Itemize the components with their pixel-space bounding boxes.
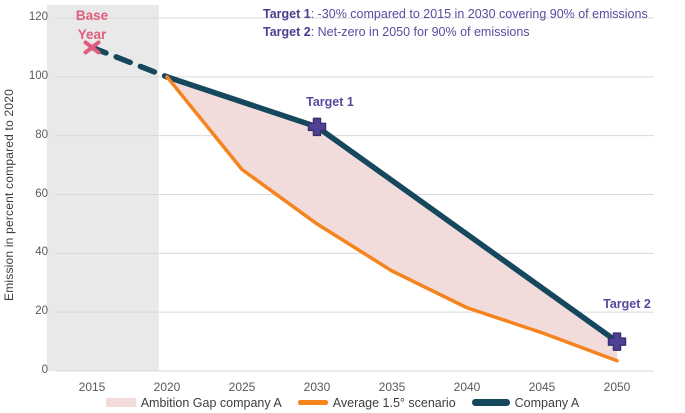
legend-item-ambition-gap-company-a: Ambition Gap company A	[105, 395, 282, 410]
target2-annotation: Target 2: Net-zero in 2050 for 90% of em…	[263, 24, 683, 42]
target1-annotation-bold: Target 1	[263, 7, 311, 21]
y-tick-80: 80	[35, 128, 48, 141]
legend-label: Ambition Gap company A	[140, 395, 282, 410]
series-line-0-dashed	[89, 44, 170, 80]
base-year-band	[47, 5, 159, 371]
x-tick-2050: 2050	[603, 380, 631, 394]
x-tick-2015: 2015	[78, 380, 106, 394]
x-tick-2040: 2040	[453, 380, 481, 394]
legend-line-swatch	[471, 399, 510, 406]
x-tick-2030: 2030	[303, 380, 331, 394]
target-2-plus-marker	[607, 332, 627, 351]
target1-label: Target 1	[306, 95, 354, 109]
legend-item-company-a: Company A	[471, 395, 580, 410]
legend-line-swatch	[297, 400, 328, 405]
target2-label: Target 2	[603, 297, 651, 311]
y-tick-100: 100	[28, 69, 48, 82]
x-tick-2035: 2035	[378, 380, 406, 394]
target1-annotation: Target 1: -30% compared to 2015 in 2030 …	[263, 6, 683, 24]
legend-area-swatch	[105, 398, 136, 407]
legend-label: Company A	[514, 395, 580, 410]
y-tick-60: 60	[35, 187, 48, 200]
legend-item-average-1-5-scenario: Average 1.5° scenario	[297, 395, 456, 410]
x-tick-2025: 2025	[228, 380, 256, 394]
x-tick-2020: 2020	[153, 380, 181, 394]
base-year-x-marker	[83, 40, 101, 55]
legend: Ambition Gap company A Average 1.5° scena…	[0, 394, 685, 411]
y-tick-40: 40	[35, 246, 48, 259]
x-tick-2045: 2045	[528, 380, 556, 394]
y-tick-0: 0	[41, 364, 48, 376]
target-annotations: Target 1: -30% compared to 2015 in 2030 …	[263, 6, 683, 41]
target2-annotation-bold: Target 2	[263, 24, 311, 39]
target-1-plus-marker	[307, 117, 327, 137]
series-line-2-solid	[165, 75, 619, 363]
legend-label: Average 1.5° scenario	[332, 395, 456, 410]
ambition-gap-area	[167, 76, 617, 361]
base-year-label: Base Year	[75, 8, 109, 42]
target2-annotation-text: : Net-zero in 2050 for 90% of emissions	[310, 24, 530, 39]
y-tick-120: 120	[28, 11, 48, 23]
y-tick-20: 20	[35, 305, 48, 318]
target1-annotation-text: : -30% compared to 2015 in 2030 covering…	[310, 7, 648, 21]
